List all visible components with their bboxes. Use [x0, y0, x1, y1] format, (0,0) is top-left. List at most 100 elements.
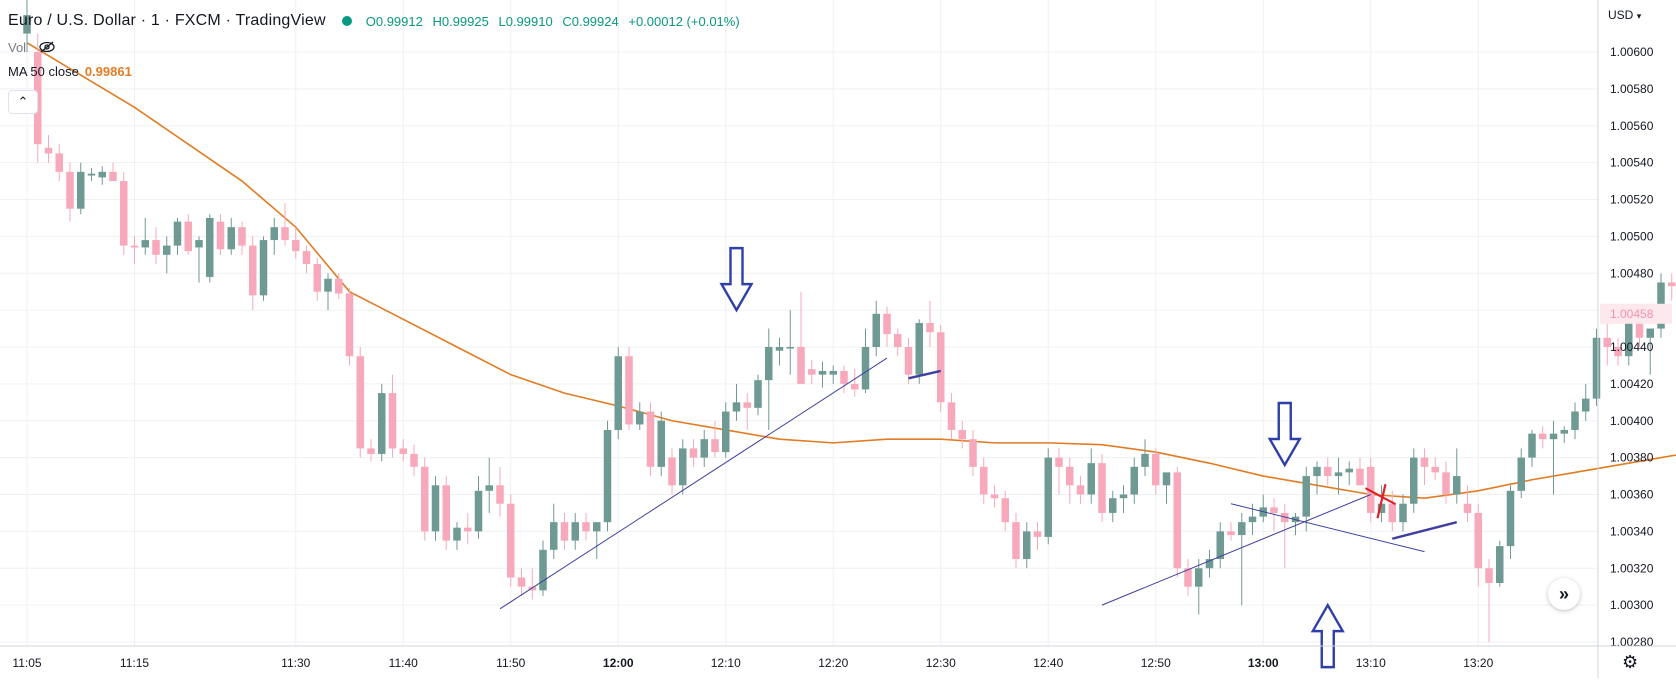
down-arrow-annotation — [719, 246, 754, 313]
candle — [872, 300, 880, 357]
candle — [44, 134, 53, 163]
candle — [614, 347, 622, 440]
candle — [270, 217, 278, 255]
candle-body — [1539, 433, 1547, 440]
candle-body — [915, 323, 923, 375]
annotations-layer — [499, 246, 1458, 669]
candle-body — [206, 217, 214, 277]
symbol-row: Euro / U.S. Dollar · 1 · FXCM · TradingV… — [8, 10, 746, 32]
candle — [388, 374, 397, 458]
candle — [904, 337, 913, 384]
candle — [1044, 448, 1052, 545]
candle-body — [1012, 522, 1020, 560]
candle — [453, 522, 461, 550]
candle-body — [1184, 568, 1192, 587]
candle — [1592, 328, 1601, 406]
currency-selector[interactable]: USD ▾ — [1608, 8, 1641, 22]
candle-body — [1066, 466, 1074, 486]
eye-off-icon[interactable] — [38, 41, 56, 53]
close-value: C0.99924 — [562, 13, 619, 29]
cross-stroke — [1364, 487, 1397, 506]
ma-label[interactable]: MA 50 close — [8, 63, 79, 79]
scroll-to-realtime-button[interactable]: » — [1548, 578, 1580, 610]
gear-icon[interactable]: ⚙ — [1622, 652, 1639, 672]
price-tick-label: 1.00380 — [1610, 451, 1654, 465]
candle — [1033, 522, 1042, 550]
collapse-legend-button[interactable]: ⌃ — [8, 90, 38, 114]
candle-body — [130, 245, 139, 248]
candle-body — [1528, 433, 1536, 458]
candle — [1012, 512, 1020, 569]
candle-body — [883, 313, 891, 335]
candle-body — [797, 347, 805, 384]
candle — [259, 236, 268, 301]
candle-body — [1345, 468, 1353, 473]
candle-body — [958, 429, 966, 440]
time-tick-label: 12:20 — [818, 656, 848, 670]
candle — [1474, 503, 1482, 587]
price-tick-label: 1.00280 — [1610, 635, 1654, 649]
candle — [1324, 457, 1332, 486]
candle — [517, 568, 526, 596]
candle — [1334, 457, 1343, 495]
price-tick-label: 1.00300 — [1610, 598, 1654, 612]
candle-body — [507, 503, 515, 578]
candle — [786, 310, 794, 375]
candle — [249, 236, 257, 311]
candle-body — [528, 586, 536, 591]
candle-body — [1033, 531, 1042, 537]
candle — [410, 444, 418, 477]
candle — [345, 288, 354, 366]
candle-body — [44, 147, 53, 154]
candle — [1023, 522, 1031, 569]
cross-annotation — [1364, 483, 1397, 519]
candle — [765, 328, 773, 430]
candle-body — [603, 429, 612, 523]
candle — [915, 319, 923, 384]
candle-body — [560, 522, 569, 541]
time-tick-label: 13:10 — [1356, 656, 1386, 670]
candle-body — [1549, 433, 1558, 440]
trendline — [499, 357, 888, 610]
candle — [1582, 383, 1590, 421]
candle — [98, 166, 106, 185]
candle — [173, 217, 182, 255]
time-tick-label: 12:40 — [1033, 656, 1063, 670]
candle — [431, 476, 440, 541]
candle — [1528, 429, 1536, 467]
candle-body — [421, 466, 429, 532]
candle — [754, 374, 762, 416]
candle-body — [216, 221, 225, 250]
candle-body — [969, 439, 977, 467]
legend: Euro / U.S. Dollar · 1 · FXCM · TradingV… — [8, 10, 746, 82]
candle-body — [345, 293, 354, 357]
candle-body — [378, 393, 386, 454]
candle-body — [1109, 498, 1117, 513]
candle-body — [238, 227, 246, 246]
price-tick-label: 1.00580 — [1610, 82, 1654, 96]
candle — [1216, 522, 1224, 569]
candle — [1066, 457, 1074, 504]
price-tick-label: 1.00600 — [1610, 45, 1654, 59]
candle-body — [1560, 429, 1568, 434]
candle — [743, 393, 751, 430]
candle-body — [1098, 463, 1106, 513]
candle — [507, 494, 515, 587]
candle — [464, 512, 472, 545]
candle-body — [152, 240, 160, 255]
candle-body — [1582, 398, 1590, 412]
candle-body — [1377, 503, 1386, 513]
candle-body — [539, 549, 547, 591]
candle — [797, 291, 805, 384]
candle-body — [829, 370, 837, 375]
candle — [324, 273, 332, 311]
candle-body — [1485, 568, 1493, 583]
candle — [1356, 457, 1364, 486]
candle — [969, 429, 977, 477]
candle — [571, 512, 579, 550]
candle-body — [1205, 559, 1214, 569]
candle — [1173, 466, 1181, 578]
symbol-title[interactable]: Euro / U.S. Dollar · 1 · FXCM · TradingV… — [8, 12, 326, 29]
